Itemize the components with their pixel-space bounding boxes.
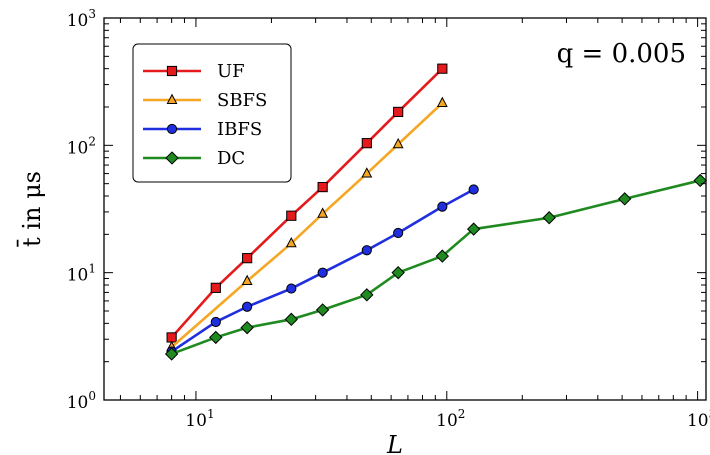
data-point-sbfs <box>285 236 297 248</box>
legend-entry-ibfs: IBFS <box>143 119 262 140</box>
data-point-uf <box>437 63 448 74</box>
data-point-uf <box>361 138 372 149</box>
data-point-dc <box>360 288 374 302</box>
data-point-dc <box>391 265 405 280</box>
series-line-uf <box>170 67 444 339</box>
data-point-dc <box>209 330 223 345</box>
data-point-uf <box>286 210 297 221</box>
data-point-ibfs <box>361 245 372 256</box>
data-point-ibfs <box>468 184 479 195</box>
legend-entry-uf: UF <box>143 61 245 82</box>
data-point-dc <box>164 347 179 361</box>
legend-label-ibfs: IBFS <box>217 119 262 140</box>
y-tick-label: 103 <box>67 7 96 31</box>
data-point-dc <box>315 303 330 317</box>
y-tick-label: 101 <box>67 262 96 286</box>
legend-label-dc: DC <box>217 148 245 169</box>
legend-marker-uf <box>166 65 178 77</box>
data-point-dc <box>542 211 556 225</box>
data-point-dc <box>618 192 632 206</box>
legend-marker-sbfs <box>166 93 178 104</box>
y-tick-label: 100 <box>67 389 96 413</box>
data-point-dc <box>284 312 298 327</box>
legend-marker-dc <box>165 151 179 165</box>
data-point-dc <box>435 249 450 263</box>
legend: UF SBFS IBFS DC <box>132 43 292 183</box>
data-point-uf <box>166 332 177 343</box>
data-point-ibfs <box>210 316 221 328</box>
series-ibfs <box>166 184 479 357</box>
data-point-sbfs <box>241 274 253 285</box>
series-layer <box>164 63 707 361</box>
x-tick-label: 101 <box>185 407 214 431</box>
legend-marker-ibfs <box>166 123 178 135</box>
data-point-sbfs <box>317 207 329 218</box>
x-axis-label: L <box>386 431 403 455</box>
legend-entry-dc: DC <box>143 148 245 169</box>
data-point-sbfs <box>361 167 373 178</box>
data-point-uf <box>242 253 253 264</box>
legend-label-uf: UF <box>217 61 245 82</box>
data-point-dc <box>240 320 254 335</box>
data-point-sbfs <box>436 96 448 107</box>
legend-box <box>132 43 292 183</box>
data-point-ibfs <box>437 201 448 212</box>
series-uf <box>166 63 448 343</box>
data-point-ibfs <box>242 301 253 312</box>
data-point-uf <box>317 181 328 193</box>
legend-entry-sbfs: SBFS <box>143 90 267 111</box>
data-point-uf <box>393 106 404 118</box>
legend-label-sbfs: SBFS <box>217 90 267 111</box>
data-point-dc <box>466 222 481 236</box>
y-axis-label: t̄ in μs <box>17 171 46 247</box>
axes-layer: 101 102 103 100 101 102 103 Lt̄ in μs <box>17 7 710 455</box>
y-tick-label: 102 <box>67 134 96 158</box>
x-tick-label: 103 <box>687 407 710 431</box>
data-point-uf <box>210 282 221 293</box>
series-dc <box>164 173 707 361</box>
data-point-ibfs <box>286 283 297 294</box>
annotation-q: q = 0.005 <box>557 39 686 69</box>
axes-frame <box>103 17 707 401</box>
x-tick-label: 102 <box>436 407 465 431</box>
series-line-dc <box>171 179 701 356</box>
data-point-sbfs <box>392 137 404 149</box>
data-point-ibfs <box>317 267 328 278</box>
data-point-dc <box>693 173 707 188</box>
series-sbfs <box>166 96 448 352</box>
data-point-ibfs <box>393 227 404 239</box>
